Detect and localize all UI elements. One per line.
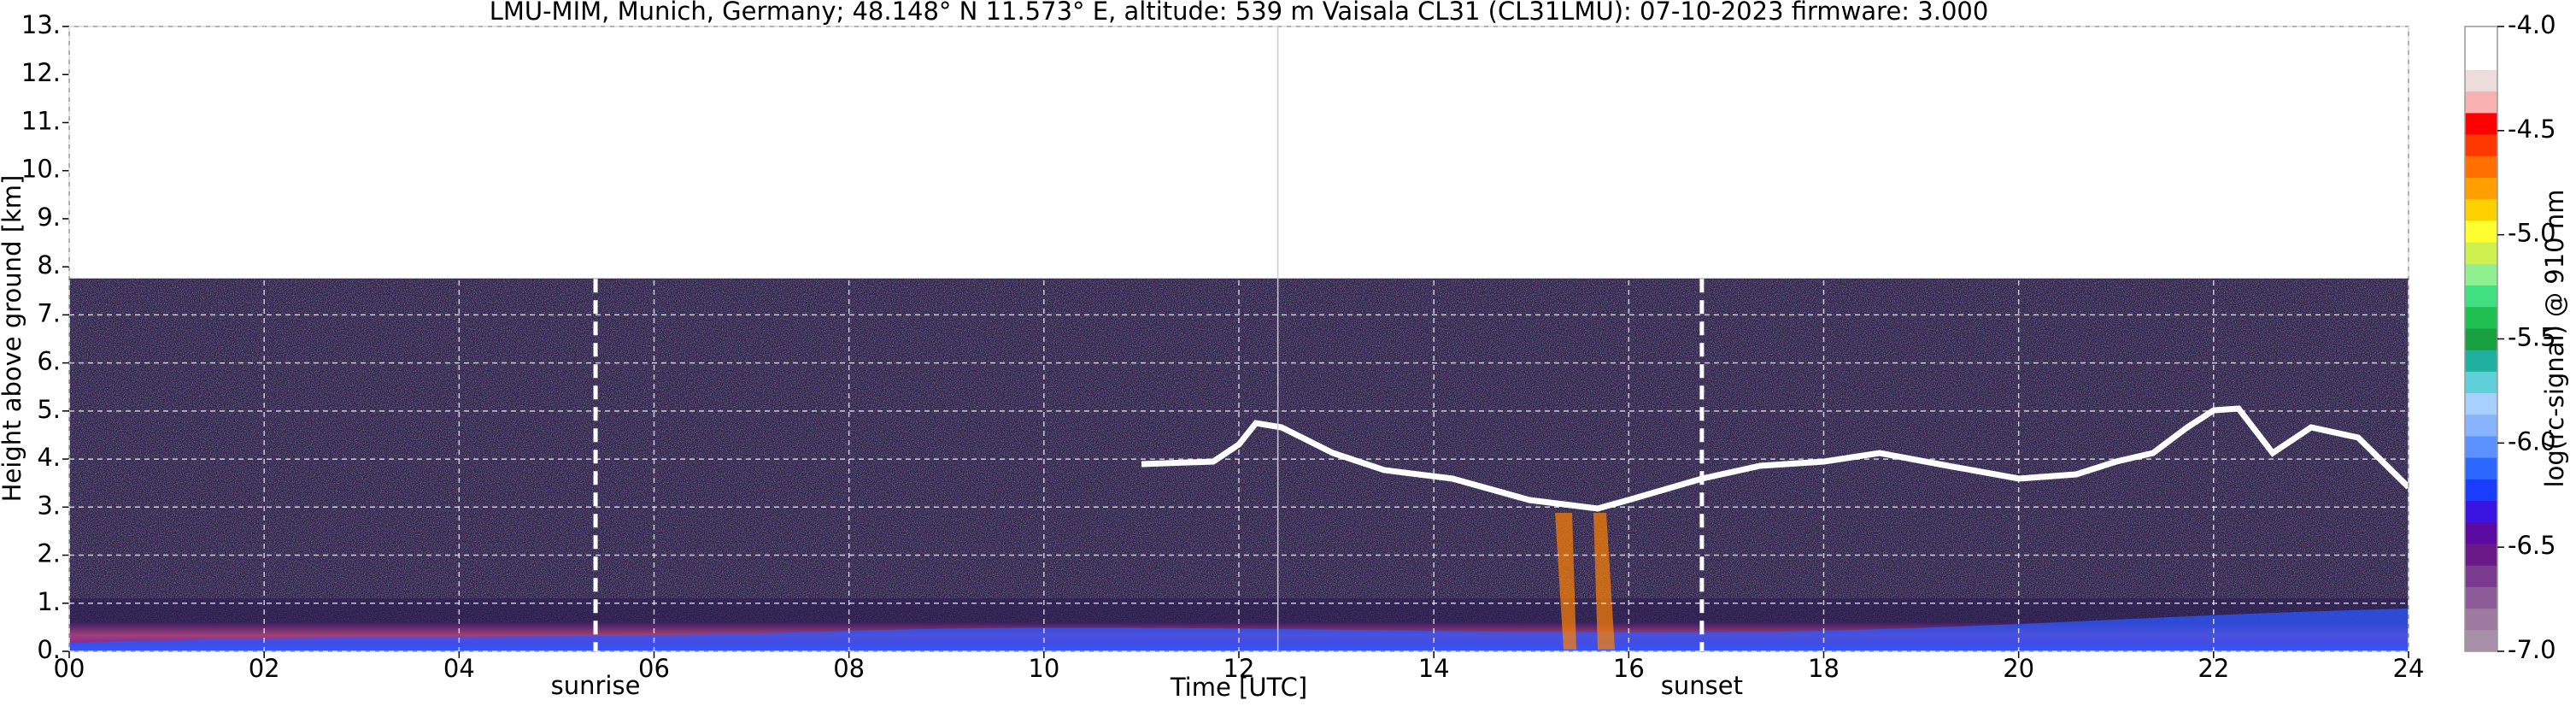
colorbar-swatch	[2465, 263, 2497, 285]
colorbar-swatch	[2465, 414, 2497, 437]
y-tick-label: 1.	[37, 587, 61, 616]
x-tick-label: 24	[2393, 654, 2425, 683]
colorbar-tick-label: -6.5	[2508, 531, 2556, 560]
colorbar-swatch	[2465, 629, 2497, 652]
colorbar-swatch	[2465, 91, 2497, 114]
sun-marker-label: sunrise	[551, 671, 641, 700]
x-tick-label: 08	[833, 654, 865, 683]
colorbar-swatch	[2465, 608, 2497, 631]
colorbar-label: log(rc-signal) @ 910 nm	[2540, 190, 2569, 488]
y-tick-label: 3.	[37, 491, 61, 520]
y-tick-label: 8.	[37, 250, 61, 279]
colorbar-swatch	[2465, 285, 2497, 308]
y-tick-label: 7.	[37, 298, 61, 327]
x-tick-label: 14	[1418, 654, 1450, 683]
colorbar-swatch	[2465, 479, 2497, 502]
colorbar-swatch	[2465, 350, 2497, 372]
sun-marker-label: sunset	[1661, 671, 1743, 700]
x-tick-label: 00	[54, 654, 85, 683]
x-tick-label: 16	[1613, 654, 1645, 683]
x-tick-label: 10	[1028, 654, 1059, 683]
colorbar-swatch	[2465, 435, 2497, 458]
y-axis-label: Height above ground [km]	[0, 175, 26, 503]
colorbar-swatch	[2465, 156, 2497, 178]
colorbar-swatch	[2465, 177, 2497, 200]
x-tick-label: 12	[1223, 654, 1255, 683]
y-tick-label: 5.	[37, 395, 61, 424]
colorbar-swatch	[2465, 392, 2497, 415]
colorbar-swatch	[2465, 134, 2497, 156]
colorbar-swatch	[2465, 242, 2497, 264]
colorbar-swatch	[2465, 371, 2497, 394]
x-tick-label: 20	[2003, 654, 2034, 683]
x-tick-label: 22	[2198, 654, 2229, 683]
colorbar-swatch	[2465, 457, 2497, 479]
colorbar-tick-label: -4.5	[2508, 115, 2556, 144]
y-tick-label: 2.	[37, 539, 61, 568]
colorbar-swatch	[2465, 327, 2497, 350]
x-tick-label: 04	[443, 654, 475, 683]
y-tick-label: 6.	[37, 347, 61, 376]
colorbar-swatch	[2465, 220, 2497, 243]
x-axis-label: Time [UTC]	[1170, 673, 1307, 702]
y-tick-label: 0.	[37, 635, 61, 664]
y-tick-label: 10.	[21, 155, 61, 184]
x-tick-label: 06	[638, 654, 670, 683]
colorbar-swatch	[2465, 26, 2497, 49]
colorbar-tick-label: -5.5	[2508, 323, 2556, 352]
y-tick-label: 12.	[21, 58, 61, 87]
colorbar-swatch	[2465, 306, 2497, 329]
x-tick-label: 02	[249, 654, 280, 683]
colorbar-swatch	[2465, 565, 2497, 587]
colorbar-tick-label: -4.0	[2508, 10, 2556, 39]
y-tick-label: 4.	[37, 443, 61, 472]
colorbar-tick-label: -5.0	[2508, 219, 2556, 248]
colorbar-swatch	[2465, 500, 2497, 523]
colorbar-swatch	[2465, 198, 2497, 221]
colorbar-tick-label: -7.0	[2508, 635, 2556, 664]
colorbar-tick-label: -6.0	[2508, 427, 2556, 456]
y-tick-label: 13.	[21, 10, 61, 39]
y-tick-label: 11.	[21, 106, 61, 135]
colorbar-swatch	[2465, 48, 2497, 70]
colorbar-swatch	[2465, 543, 2497, 566]
colorbar-swatch	[2465, 112, 2497, 135]
chart-title: LMU-MIM, Munich, Germany; 48.148° N 11.5…	[490, 0, 1989, 26]
colorbar-swatch	[2465, 521, 2497, 544]
colorbar-swatch	[2465, 69, 2497, 92]
colorbar-swatch	[2465, 586, 2497, 609]
y-tick-label: 9.	[37, 203, 61, 232]
x-tick-label: 18	[1808, 654, 1840, 683]
